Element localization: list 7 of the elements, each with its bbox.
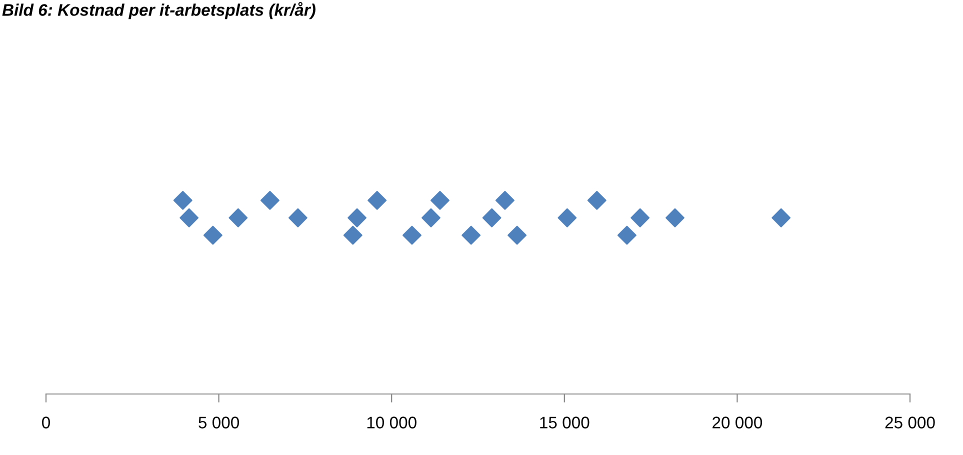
x-tick-label: 15 000 (540, 416, 590, 428)
chart-title: Bild 6: Kostnad per it-arbetsplats (kr/år) (2, 2, 316, 20)
x-tick-label: 10 000 (367, 416, 416, 428)
x-tick-label: 25 000 (885, 416, 935, 428)
x-tick-label: 20 000 (712, 416, 762, 428)
x-tick-label: 5 000 (198, 416, 240, 428)
x-tick-label: 0 (42, 416, 50, 428)
